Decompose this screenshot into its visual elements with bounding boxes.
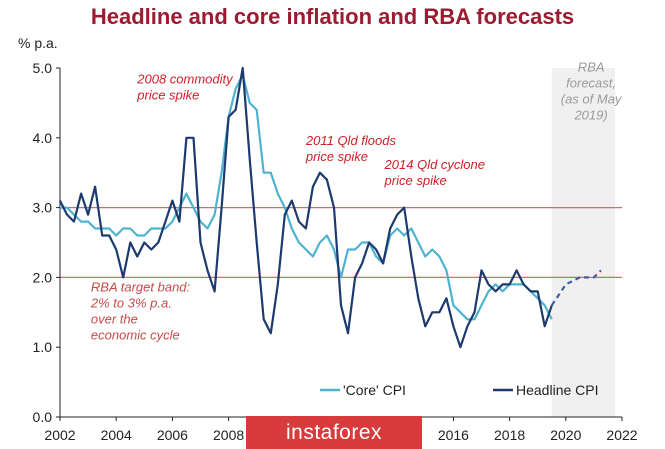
annotation-text: economic cycle bbox=[91, 327, 180, 342]
x-tick-label: 2002 bbox=[44, 427, 75, 443]
legend: 'Core' CPI Headline CPI bbox=[320, 382, 599, 398]
y-tick-label: 0.0 bbox=[33, 409, 53, 425]
annotation-text: RBA target band: bbox=[91, 279, 191, 294]
x-tick-label: 2006 bbox=[157, 427, 188, 443]
chart-title: Headline and core inflation and RBA fore… bbox=[90, 4, 575, 29]
x-tick-label: 2018 bbox=[494, 427, 525, 443]
annotation-text: forecast, bbox=[566, 75, 616, 90]
annotation-text: price spike bbox=[305, 149, 368, 164]
y-tick-label: 5.0 bbox=[33, 60, 53, 76]
y-tick-label: 4.0 bbox=[33, 130, 53, 146]
annotation-text: price spike bbox=[136, 87, 199, 102]
y-axis-label: % p.a. bbox=[18, 35, 58, 51]
annotation-text: 2% to 3% p.a. bbox=[90, 295, 172, 310]
x-tick-label: 2020 bbox=[550, 427, 581, 443]
axes bbox=[56, 67, 623, 421]
annotation-text: 2019) bbox=[573, 107, 607, 122]
annotation-text: 2011 Qld floods bbox=[305, 133, 397, 148]
annotation-text: RBA bbox=[578, 59, 605, 74]
x-tick-label: 2016 bbox=[438, 427, 469, 443]
x-tick-label: 2004 bbox=[101, 427, 132, 443]
y-tick-label: 3.0 bbox=[33, 200, 53, 216]
annotation-text: price spike bbox=[384, 173, 447, 188]
y-tick-label: 1.0 bbox=[33, 339, 53, 355]
series-line-2 bbox=[59, 66, 553, 349]
x-tick-label: 2008 bbox=[213, 427, 244, 443]
series-lines bbox=[59, 66, 602, 349]
y-tick-label: 2.0 bbox=[33, 269, 53, 285]
annotation-text: 2008 commodity bbox=[136, 71, 234, 86]
annotation-text: over the bbox=[91, 311, 138, 326]
series-line-3 bbox=[550, 269, 602, 306]
watermark-logo: instaforex bbox=[246, 416, 422, 449]
x-tick-label: 2022 bbox=[606, 427, 637, 443]
forecast-region bbox=[551, 68, 615, 417]
legend-label: Headline CPI bbox=[516, 382, 599, 398]
annotation-text: 2014 Qld cyclone bbox=[384, 157, 485, 172]
annotation-text: (as of May bbox=[561, 91, 623, 106]
legend-label: 'Core' CPI bbox=[343, 382, 406, 398]
